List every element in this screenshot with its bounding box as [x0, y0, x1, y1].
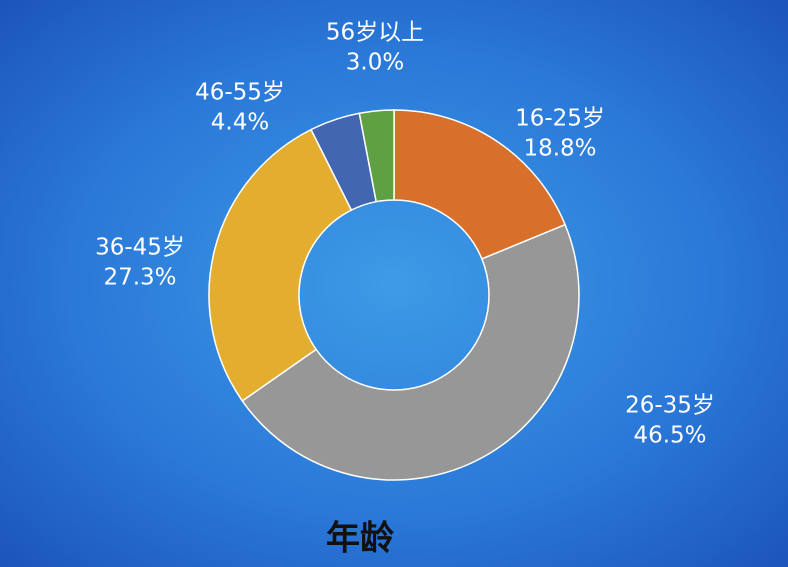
chart-title: 年龄	[326, 519, 394, 559]
slice-value-label: 46.5%	[633, 423, 706, 449]
slice-category-label: 36-45岁	[95, 235, 185, 261]
donut-slice	[358, 109, 395, 203]
donut-slice	[208, 128, 353, 402]
slice-category-label: 46-55岁	[195, 80, 285, 106]
slice-value-label: 18.8%	[523, 136, 596, 162]
slice-category-label: 16-25岁	[515, 106, 605, 132]
slice-value-label: 27.3%	[103, 265, 176, 291]
donut-slice	[393, 109, 567, 260]
donut-slice	[241, 223, 580, 481]
slice-value-label: 4.4%	[211, 110, 269, 136]
slice-category-label: 56岁以上	[326, 20, 424, 46]
slice-category-label: 26-35岁	[625, 393, 715, 419]
slice-value-label: 3.0%	[346, 50, 404, 76]
